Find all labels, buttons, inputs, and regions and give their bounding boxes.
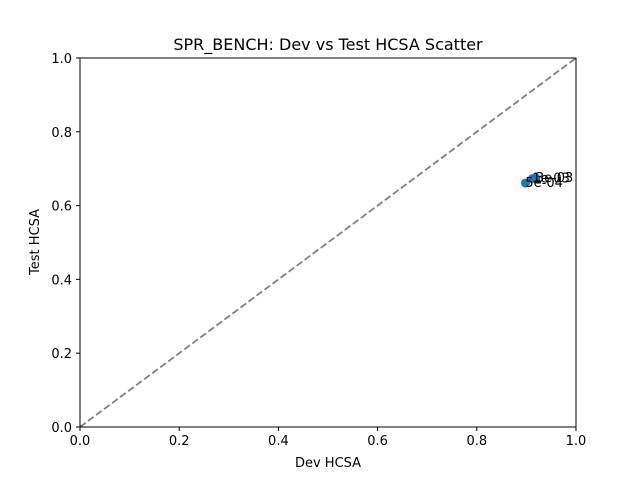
y-tick-label: 0.2	[51, 347, 72, 362]
point-label: 5e-04	[525, 176, 563, 191]
y-tick-label: 0.8	[51, 126, 72, 141]
data-point	[520, 178, 530, 188]
y-tick-label: 1.0	[51, 52, 72, 67]
y-axis-label: Test HCSA	[28, 209, 43, 276]
x-tick-label: 0.4	[268, 434, 289, 449]
y-tick-label: 0.0	[51, 421, 72, 436]
x-tick-label: 0.6	[367, 434, 388, 449]
plot-frame	[79, 57, 577, 428]
x-tick-label: 0.8	[466, 434, 487, 449]
point-label: 1e-03	[532, 172, 570, 187]
x-axis-label: Dev HCSA	[295, 456, 361, 471]
data-point	[531, 173, 541, 183]
y-tick-label: 0.4	[51, 273, 72, 288]
x-tick-label: 0.2	[169, 434, 190, 449]
reference-line	[79, 57, 577, 428]
y-tick-label: 0.6	[51, 200, 72, 215]
point-label: 3e-03	[536, 171, 574, 186]
x-tick-label: 1.0	[566, 434, 587, 449]
x-tick-label: 0.0	[70, 434, 91, 449]
chart-title: SPR_BENCH: Dev vs Test HCSA Scatter	[173, 35, 483, 55]
